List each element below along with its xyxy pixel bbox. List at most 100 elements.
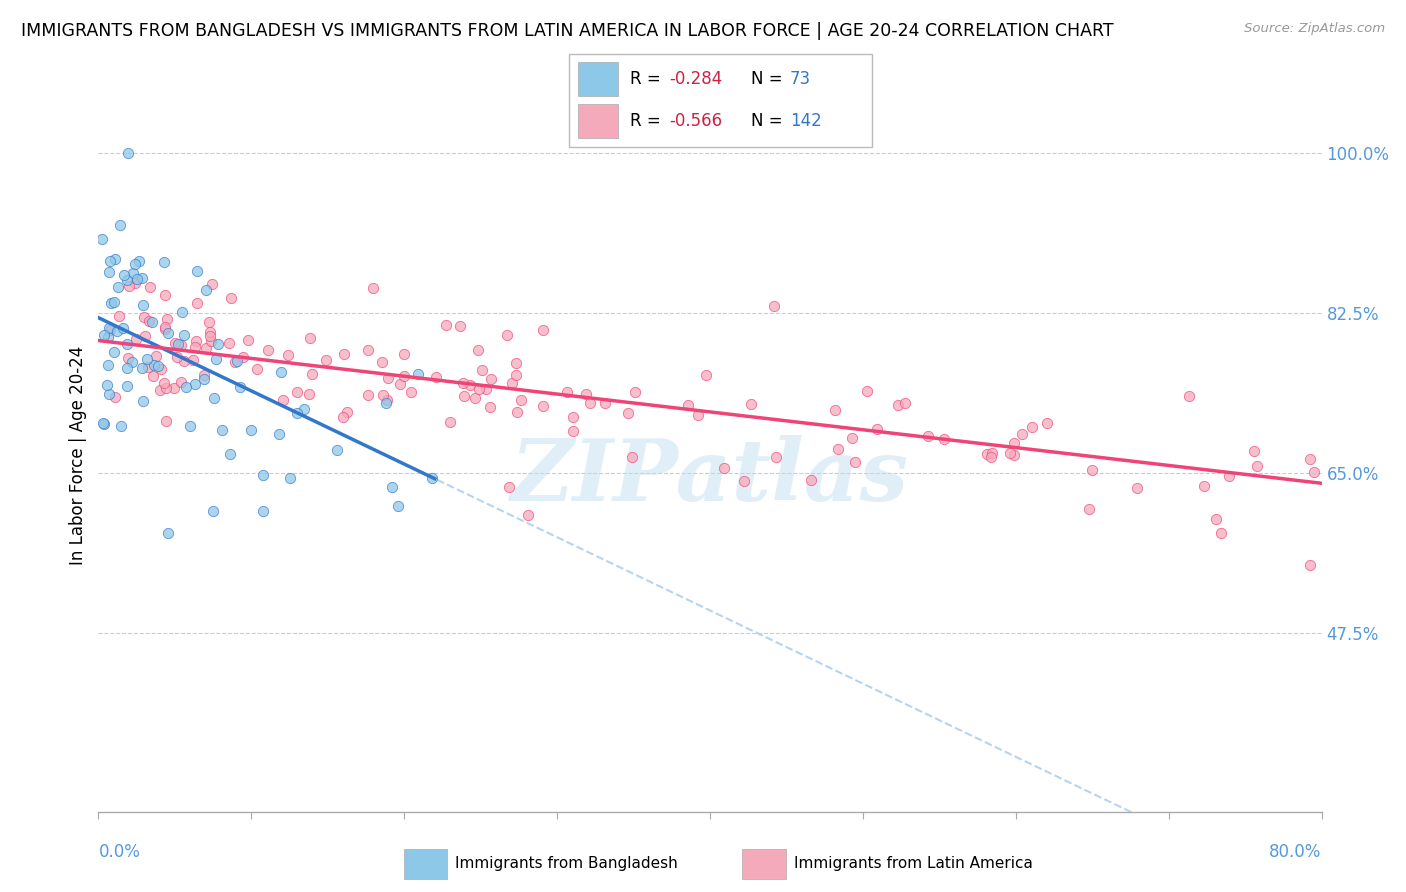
Point <box>449 319 471 334</box>
Bar <box>404 849 447 879</box>
Point <box>156 312 179 326</box>
Point <box>381 480 404 494</box>
Point <box>1178 389 1201 403</box>
Point <box>453 389 475 403</box>
Point <box>148 359 170 374</box>
Point <box>298 331 321 345</box>
Point <box>184 334 207 348</box>
Point <box>277 348 299 362</box>
Point <box>239 423 262 437</box>
Point <box>257 343 280 357</box>
Point <box>315 353 337 368</box>
Point <box>128 254 150 268</box>
Point <box>107 280 129 294</box>
Point <box>474 382 496 396</box>
Point <box>166 350 188 364</box>
Point <box>676 398 699 412</box>
Point <box>1000 446 1022 460</box>
Text: N =: N = <box>751 112 787 130</box>
Point <box>112 268 135 283</box>
Point <box>686 408 709 422</box>
Point <box>298 387 321 401</box>
Point <box>516 508 538 522</box>
Point <box>506 405 529 419</box>
Point <box>167 336 190 351</box>
Point <box>406 368 429 382</box>
Point <box>1246 459 1268 474</box>
Point <box>228 379 250 393</box>
Point <box>464 392 486 406</box>
Point <box>1021 419 1043 434</box>
Point <box>132 393 155 408</box>
Point <box>763 299 786 313</box>
Text: 80.0%: 80.0% <box>1270 843 1322 861</box>
Point <box>1299 452 1322 467</box>
Text: Source: ZipAtlas.com: Source: ZipAtlas.com <box>1244 22 1385 36</box>
Point <box>285 405 308 419</box>
Point <box>624 385 647 400</box>
Point <box>267 426 290 441</box>
Point <box>439 415 461 429</box>
Point <box>100 322 122 336</box>
Point <box>110 418 132 433</box>
Point <box>121 266 143 280</box>
Text: 0.0%: 0.0% <box>98 843 141 861</box>
Point <box>827 442 849 457</box>
Point <box>575 387 598 401</box>
Text: -0.284: -0.284 <box>669 70 723 87</box>
Point <box>174 380 197 394</box>
Point <box>134 329 156 343</box>
Point <box>425 370 447 384</box>
Point <box>593 396 616 410</box>
Point <box>387 500 409 514</box>
Point <box>201 504 224 518</box>
Point <box>562 424 585 438</box>
Point <box>117 378 139 392</box>
Point <box>1002 448 1025 462</box>
Point <box>165 336 187 351</box>
Point <box>115 336 138 351</box>
Point <box>713 461 735 475</box>
Point <box>124 276 146 290</box>
Point <box>131 360 153 375</box>
Point <box>467 382 489 396</box>
Point <box>1192 479 1215 493</box>
Point <box>1036 416 1059 430</box>
Bar <box>578 104 617 138</box>
Point <box>181 352 204 367</box>
Point <box>207 337 229 351</box>
Point <box>153 322 176 336</box>
Point <box>357 343 380 357</box>
Point <box>115 272 138 286</box>
Point <box>976 447 998 461</box>
Text: 73: 73 <box>790 70 811 87</box>
Point <box>271 392 294 407</box>
Text: 142: 142 <box>790 112 823 130</box>
Point <box>617 406 640 420</box>
Point <box>198 325 221 339</box>
Bar <box>742 849 786 879</box>
Point <box>105 324 128 338</box>
Text: ZIPatlas: ZIPatlas <box>510 434 910 518</box>
Point <box>96 378 118 392</box>
Point <box>238 333 260 347</box>
Point <box>198 329 221 343</box>
Point <box>375 395 398 409</box>
Point <box>866 422 889 436</box>
Point <box>252 468 274 483</box>
Point <box>841 431 863 445</box>
Point <box>501 376 523 391</box>
Point <box>149 383 172 397</box>
Point <box>100 296 122 310</box>
Point <box>117 351 139 365</box>
Point <box>531 399 554 413</box>
Point <box>135 351 157 366</box>
Point <box>155 320 177 334</box>
Point <box>844 455 866 469</box>
Point <box>451 376 474 391</box>
Point <box>193 368 215 382</box>
Point <box>155 288 177 302</box>
Point <box>131 270 153 285</box>
Point <box>326 442 349 457</box>
Point <box>224 355 246 369</box>
